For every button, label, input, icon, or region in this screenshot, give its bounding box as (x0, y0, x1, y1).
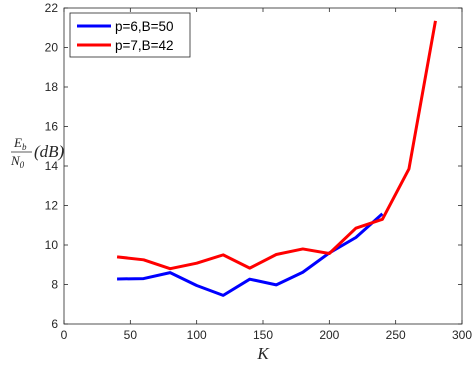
y-tick-label: 16 (45, 120, 59, 134)
x-tick-label: 200 (319, 328, 339, 342)
y-tick-label: 8 (51, 278, 58, 292)
y-axis-ticks: 6 8 10 12 14 16 18 20 22 (45, 1, 462, 331)
y-tick-label: 22 (45, 1, 59, 15)
legend-label-1: p=7,B=42 (115, 38, 174, 53)
x-tick-label: 250 (386, 328, 406, 342)
y-tick-label: 14 (45, 159, 59, 173)
legend-box (69, 12, 191, 58)
y-label-denominator-sub: 0 (20, 160, 25, 170)
y-tick-label: 12 (45, 199, 59, 213)
svg-text:N0: N0 (10, 153, 25, 170)
series-line-0 (117, 212, 384, 297)
y-label-denominator: N (10, 153, 21, 168)
x-tick-label: 300 (452, 328, 472, 342)
series-layer (116, 20, 437, 297)
legend: p=6,B=50 p=7,B=42 (69, 12, 191, 58)
x-tick-label: 0 (61, 328, 68, 342)
y-tick-label: 6 (51, 317, 58, 331)
y-tick-label: 18 (45, 80, 59, 94)
series-line-1 (116, 20, 437, 271)
x-axis-ticks: 0 50 100 150 200 250 300 (61, 8, 472, 342)
x-axis-label: K (256, 344, 270, 363)
svg-text:Eb: Eb (13, 135, 27, 152)
y-tick-label: 20 (45, 41, 59, 55)
x-tick-label: 150 (253, 328, 273, 342)
y-label-numerator-sub: b (22, 142, 27, 152)
y-label-suffix: (dB) (34, 142, 65, 161)
legend-label-0: p=6,B=50 (115, 19, 174, 34)
y-label-numerator: E (13, 135, 22, 150)
x-tick-label: 50 (124, 328, 138, 342)
y-axis-label: Eb N0 (dB) (10, 135, 65, 170)
plot-area (64, 8, 462, 324)
x-tick-label: 100 (187, 328, 207, 342)
y-tick-label: 10 (45, 238, 59, 252)
